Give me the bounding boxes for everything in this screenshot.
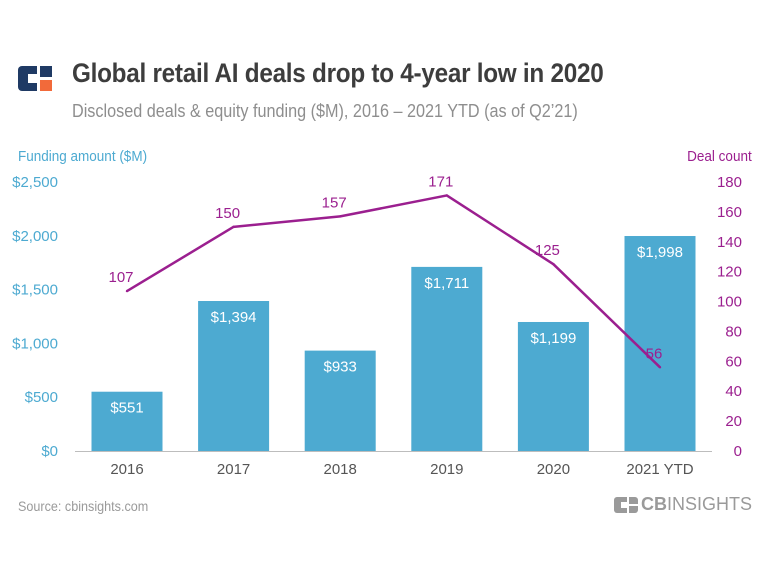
left-axis-tick-label: $0 (41, 443, 58, 460)
deal-count-label: 107 (108, 269, 133, 286)
x-axis-tick-label: 2019 (430, 461, 463, 478)
bar-value-label: $1,394 (211, 309, 257, 326)
right-axis-tick-label: 20 (725, 413, 742, 430)
deal-count-label: 125 (535, 242, 560, 259)
chart-subtitle: Disclosed deals & equity funding ($M), 2… (72, 101, 578, 121)
bar-value-label: $933 (324, 359, 357, 376)
deal-count-point (232, 225, 235, 229)
right-axis-tick-label: 180 (717, 174, 742, 191)
right-axis-tick-label: 0 (734, 443, 742, 460)
bar (91, 391, 163, 451)
deal-count-line (126, 194, 661, 369)
deal-count-label: 157 (322, 194, 347, 211)
right-axis-tick-label: 80 (725, 323, 742, 340)
deal-count-point (445, 194, 448, 197)
deal-count-label: 150 (215, 205, 240, 222)
left-axis-tick-label: $500 (25, 389, 58, 406)
right-axis-tick-label: 40 (725, 383, 742, 400)
deal-count-point (658, 366, 662, 369)
bar-value-label: $1,711 (424, 275, 469, 292)
left-axis-tick-label: $1,500 (12, 282, 58, 299)
x-axis-tick-label: 2020 (537, 461, 570, 478)
chart-title: Global retail AI deals drop to 4-year lo… (72, 58, 604, 88)
brand-insights: INSIGHTS (666, 494, 752, 514)
cb-brand-icon (613, 496, 638, 513)
brand-cb: CB (640, 494, 667, 514)
right-axis-tick-label: 160 (717, 204, 742, 221)
bar-value-label: $1,199 (530, 330, 576, 347)
left-axis-tick-label: $1,000 (12, 335, 58, 352)
x-axis-tick-label: 2016 (110, 461, 143, 478)
bar-value-label: $551 (110, 400, 143, 417)
left-axis-tick-label: $2,500 (12, 174, 58, 191)
left-axis-tick-label: $2,000 (12, 228, 58, 245)
right-axis-tick-label: 140 (717, 234, 742, 251)
deal-count-point (339, 215, 342, 218)
brand-logo: CBINSIGHTS (613, 494, 752, 515)
deal-count-label: 171 (428, 173, 453, 190)
cb-insights-logo-icon (18, 66, 52, 91)
bar (411, 266, 483, 451)
deal-count-point (125, 289, 129, 293)
x-axis-tick-label: 2017 (217, 461, 250, 478)
deal-count-point (552, 262, 555, 266)
right-axis-tick-label: 120 (717, 264, 742, 281)
source-note: Source: cbinsights.com (18, 498, 149, 514)
bar (304, 350, 376, 451)
bar (517, 321, 589, 451)
bar (198, 301, 270, 451)
bar-value-label: $1,998 (637, 244, 683, 261)
right-axis-tick-label: 100 (717, 294, 742, 311)
x-axis-tick-label: 2021 YTD (626, 461, 693, 478)
right-axis-tick-label: 60 (725, 353, 742, 370)
deal-count-label: 56 (646, 345, 663, 362)
right-axis-title: Deal count (687, 148, 752, 165)
left-axis-title: Funding amount ($M) (18, 148, 148, 165)
x-axis-tick-label: 2018 (324, 461, 357, 478)
